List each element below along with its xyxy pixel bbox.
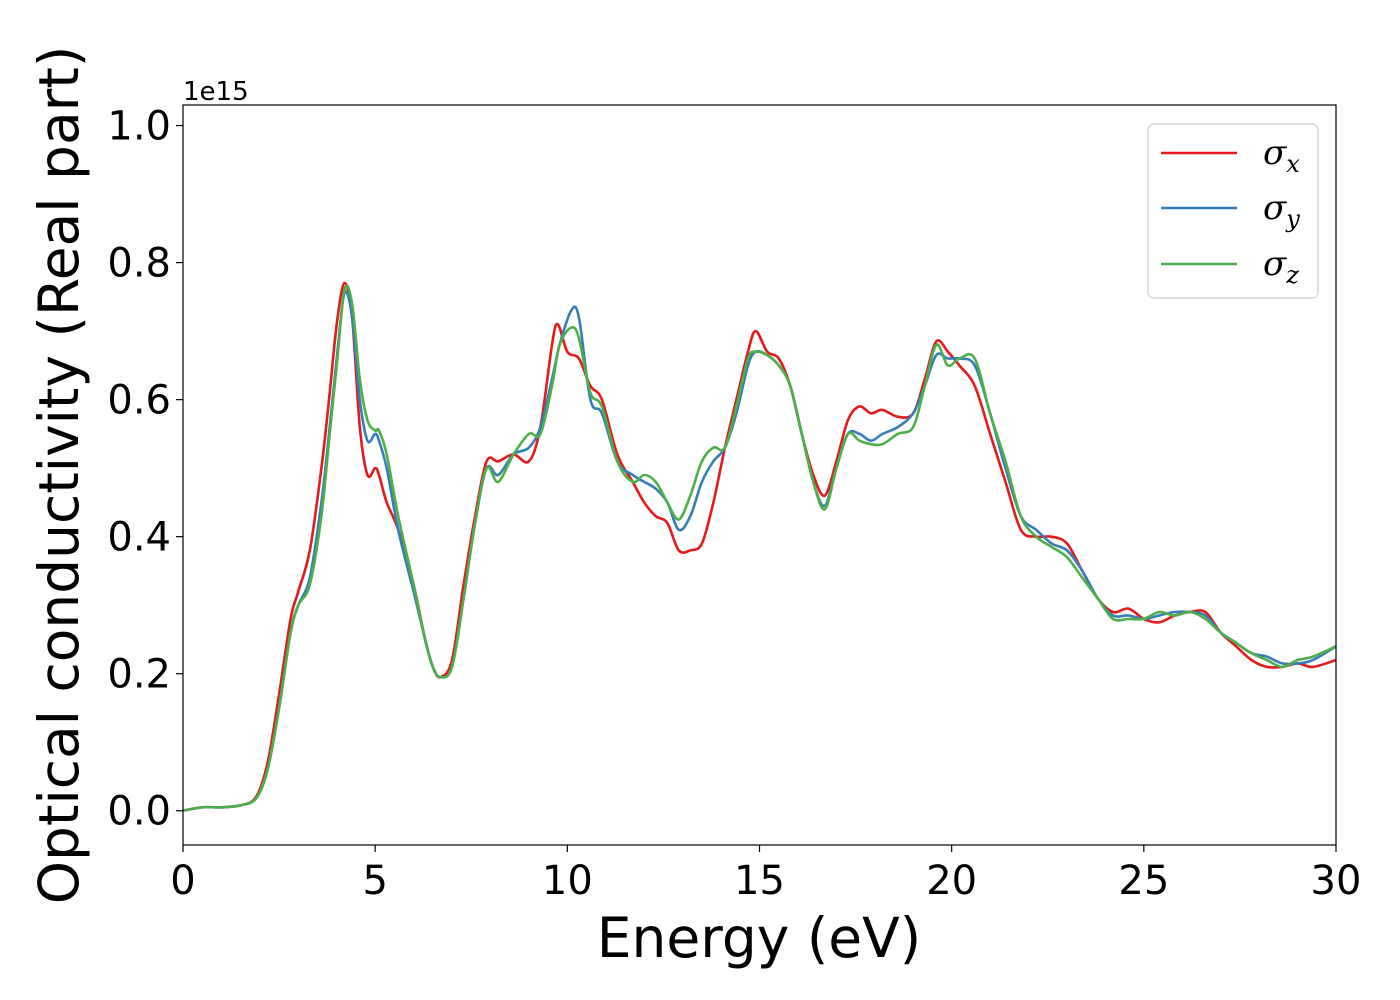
x-tick-label: 25 bbox=[1118, 858, 1169, 904]
y-tick-label: 0.0 bbox=[107, 789, 171, 835]
y-tick-label: 0.6 bbox=[107, 378, 171, 424]
legend-label-y: σy bbox=[1263, 188, 1300, 233]
y-axis: 0.0 0.2 0.4 0.6 0.8 1.0 bbox=[107, 104, 183, 835]
y-axis-label: Optical conductivity (Real part) bbox=[27, 46, 91, 905]
y-tick-label: 0.4 bbox=[107, 515, 171, 561]
y-tick-label: 1.0 bbox=[107, 104, 171, 150]
legend-box bbox=[1147, 123, 1319, 299]
y-tick-label: 0.2 bbox=[107, 652, 171, 698]
legend-label-z: σz bbox=[1263, 244, 1299, 289]
series-line-z bbox=[183, 284, 1336, 812]
x-tick-label: 20 bbox=[926, 858, 977, 904]
x-tick-label: 30 bbox=[1311, 858, 1362, 904]
legend: σx σy σz bbox=[1147, 123, 1319, 299]
x-axis: 0 5 10 15 20 25 30 bbox=[170, 845, 1361, 904]
legend-label-x: σx bbox=[1263, 133, 1300, 178]
x-axis-label: Energy (eV) bbox=[597, 906, 921, 970]
series-layer bbox=[183, 281, 1336, 812]
y-tick-label: 0.8 bbox=[107, 241, 171, 287]
series-line-y bbox=[183, 290, 1336, 812]
x-tick-label: 10 bbox=[542, 858, 593, 904]
x-tick-label: 0 bbox=[170, 858, 195, 904]
y-offset-label: 1e15 bbox=[183, 77, 249, 107]
x-tick-label: 5 bbox=[362, 858, 387, 904]
x-tick-label: 15 bbox=[734, 858, 785, 904]
